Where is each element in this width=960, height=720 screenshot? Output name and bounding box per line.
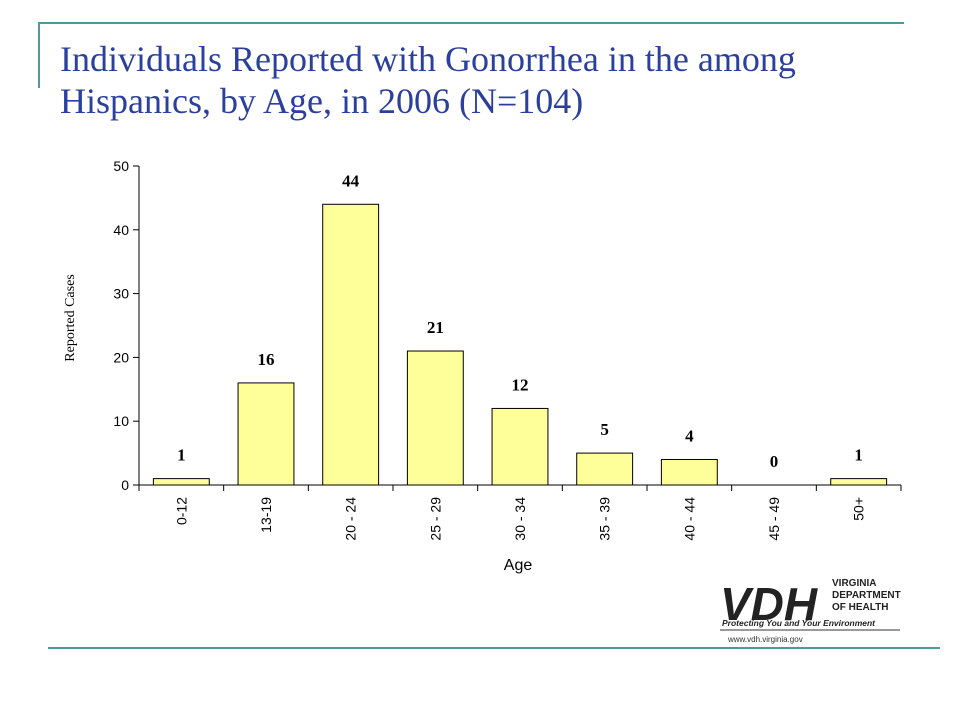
- y-tick-label: 40: [113, 222, 129, 238]
- bar-value-label: 4: [685, 426, 694, 445]
- bar: [576, 452, 634, 486]
- bar-value-label: 5: [600, 420, 609, 439]
- bar: [406, 350, 464, 486]
- y-axis-label: Reported Cases: [63, 274, 78, 361]
- y-tick-label: 30: [113, 286, 129, 302]
- title-line-1: Individuals Reported with Gonorrhea in t…: [60, 39, 796, 79]
- logo-line-3: OF HEALTH: [832, 602, 888, 613]
- x-tick-label: 35 - 39: [597, 497, 613, 541]
- x-tick-label: 45 - 49: [766, 497, 782, 541]
- y-tick-label: 20: [113, 349, 129, 365]
- logo-line-2: DEPARTMENT: [832, 590, 901, 601]
- title-line-2: Hispanics, by Age, in 2006 (N=104): [60, 81, 584, 121]
- bar-value-label: 12: [512, 375, 529, 394]
- top-rule: [38, 22, 904, 24]
- vdh-logo: VDH VIRGINIA DEPARTMENT OF HEALTH Protec…: [720, 578, 901, 644]
- bar: [152, 478, 210, 486]
- slide-title: Individuals Reported with Gonorrhea in t…: [60, 38, 920, 122]
- bar: [660, 458, 718, 486]
- y-tick-label: 50: [113, 158, 129, 174]
- bar-value-label: 44: [342, 171, 360, 190]
- bar-value-label: 1: [177, 446, 186, 465]
- y-tick-label: 0: [121, 477, 129, 493]
- bar-value-label: 0: [770, 452, 779, 471]
- left-rule: [38, 22, 40, 88]
- x-tick-label: 50+: [851, 497, 867, 521]
- bar: [830, 478, 888, 486]
- logo-url: www.vdh.virginia.gov: [727, 635, 803, 644]
- bottom-rule: [48, 647, 940, 649]
- bar: [322, 203, 380, 486]
- bar-chart: Reported Cases Age 0102030405010-121613-…: [63, 158, 902, 574]
- x-tick-label: 20 - 24: [343, 497, 359, 541]
- x-axis-label: Age: [504, 557, 533, 574]
- x-tick-label: 25 - 29: [427, 497, 443, 541]
- x-tick-label: 30 - 34: [512, 497, 528, 541]
- logo-tagline: Protecting You and Your Environment: [722, 618, 876, 628]
- bar: [237, 382, 295, 486]
- y-tick-label: 10: [113, 413, 129, 429]
- x-tick-label: 13-19: [258, 497, 274, 533]
- logo-mark: VDH: [720, 578, 818, 630]
- logo-line-1: VIRGINIA: [832, 578, 876, 589]
- bar-value-label: 21: [427, 318, 444, 337]
- x-tick-label: 40 - 44: [681, 497, 697, 541]
- bar-value-label: 1: [854, 446, 863, 465]
- bar-value-label: 16: [258, 350, 275, 369]
- bar: [491, 407, 549, 486]
- x-tick-label: 0-12: [173, 497, 189, 525]
